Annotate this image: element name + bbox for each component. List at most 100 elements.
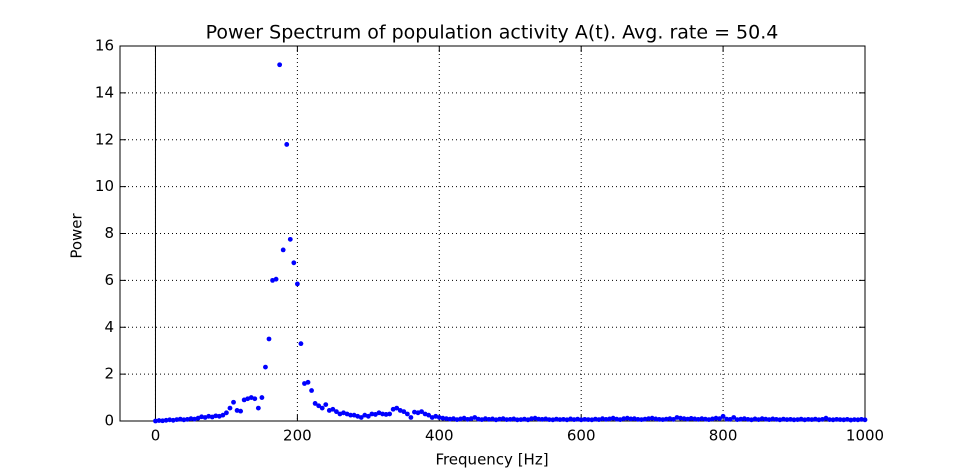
data-point xyxy=(848,417,854,423)
data-point xyxy=(834,416,840,422)
data-point xyxy=(646,416,651,422)
data-point xyxy=(443,416,449,422)
data-point xyxy=(486,416,492,422)
data-point xyxy=(160,418,165,424)
data-point xyxy=(181,417,187,423)
data-point xyxy=(561,416,566,422)
data-point xyxy=(546,417,552,422)
data-point xyxy=(770,416,776,422)
data-point xyxy=(287,236,293,242)
data-point xyxy=(717,416,722,422)
data-point xyxy=(681,416,687,422)
data-point xyxy=(653,416,659,422)
y-tick-label: 12 xyxy=(95,130,114,148)
data-point xyxy=(699,416,705,422)
data-point xyxy=(518,417,524,422)
data-point xyxy=(529,416,534,422)
data-point xyxy=(614,416,620,422)
data-point xyxy=(475,416,481,422)
data-point xyxy=(224,410,229,416)
data-point xyxy=(167,417,173,423)
data-point xyxy=(323,402,329,407)
data-point xyxy=(791,417,797,423)
data-point xyxy=(497,416,502,422)
x-tick-label: 200 xyxy=(283,427,312,445)
data-point xyxy=(213,413,219,419)
data-point xyxy=(621,416,627,422)
y-tick-label: 14 xyxy=(95,83,114,101)
data-point xyxy=(642,416,648,422)
data-point xyxy=(582,416,588,422)
data-point xyxy=(401,409,407,415)
data-point xyxy=(408,415,414,420)
data-point xyxy=(585,417,591,422)
data-point xyxy=(731,415,737,420)
data-point xyxy=(539,416,545,422)
data-point xyxy=(394,405,400,411)
data-point xyxy=(830,417,836,423)
data-point xyxy=(784,417,790,422)
data-point xyxy=(738,416,744,422)
data-point xyxy=(671,416,676,422)
data-point xyxy=(309,388,314,393)
data-point xyxy=(263,364,268,370)
data-point xyxy=(507,416,513,422)
data-point xyxy=(692,416,698,422)
data-point xyxy=(688,416,694,421)
data-point xyxy=(316,403,322,409)
data-point xyxy=(188,416,194,422)
data-point xyxy=(298,341,304,347)
data-point xyxy=(578,417,584,423)
data-point xyxy=(809,417,815,422)
data-point xyxy=(727,416,733,422)
x-tick-label: 600 xyxy=(567,427,596,445)
data-point xyxy=(656,416,662,422)
data-point xyxy=(678,415,683,421)
x-tick-label: 400 xyxy=(425,427,454,445)
data-point xyxy=(841,417,847,423)
data-point xyxy=(380,411,385,417)
data-point xyxy=(163,417,169,423)
data-point xyxy=(252,396,258,402)
data-point xyxy=(553,416,559,422)
data-point xyxy=(514,417,520,423)
data-point xyxy=(273,276,279,282)
data-point xyxy=(603,416,609,422)
y-tick-label: 10 xyxy=(95,177,114,195)
data-point xyxy=(773,416,779,422)
x-tick-label: 0 xyxy=(151,427,161,445)
data-point xyxy=(440,415,446,421)
data-point xyxy=(348,412,353,418)
data-point xyxy=(174,417,180,422)
data-point xyxy=(284,142,290,147)
x-tick-label: 800 xyxy=(709,427,738,445)
data-point xyxy=(745,416,751,422)
data-point xyxy=(419,409,424,415)
data-point xyxy=(734,417,740,422)
y-tick-label: 16 xyxy=(95,37,114,55)
data-point xyxy=(724,416,730,422)
x-tick-label: 1000 xyxy=(846,427,884,445)
data-point xyxy=(759,416,765,422)
data-point xyxy=(447,416,453,422)
y-tick-label: 6 xyxy=(104,271,114,289)
data-point xyxy=(266,336,272,342)
data-point xyxy=(859,416,864,422)
data-point xyxy=(277,62,283,68)
data-point xyxy=(592,416,598,422)
data-point xyxy=(663,416,669,422)
data-point xyxy=(255,405,261,411)
y-axis-label: Power xyxy=(68,212,86,258)
data-point xyxy=(713,415,719,421)
data-point xyxy=(365,413,371,419)
data-point xyxy=(851,417,857,422)
y-tick-label: 8 xyxy=(104,224,114,242)
data-point xyxy=(628,416,634,422)
data-point xyxy=(763,416,769,422)
data-point xyxy=(720,413,726,419)
data-point xyxy=(227,405,233,411)
data-point xyxy=(816,417,822,423)
data-point xyxy=(358,415,364,420)
data-point xyxy=(837,417,843,422)
